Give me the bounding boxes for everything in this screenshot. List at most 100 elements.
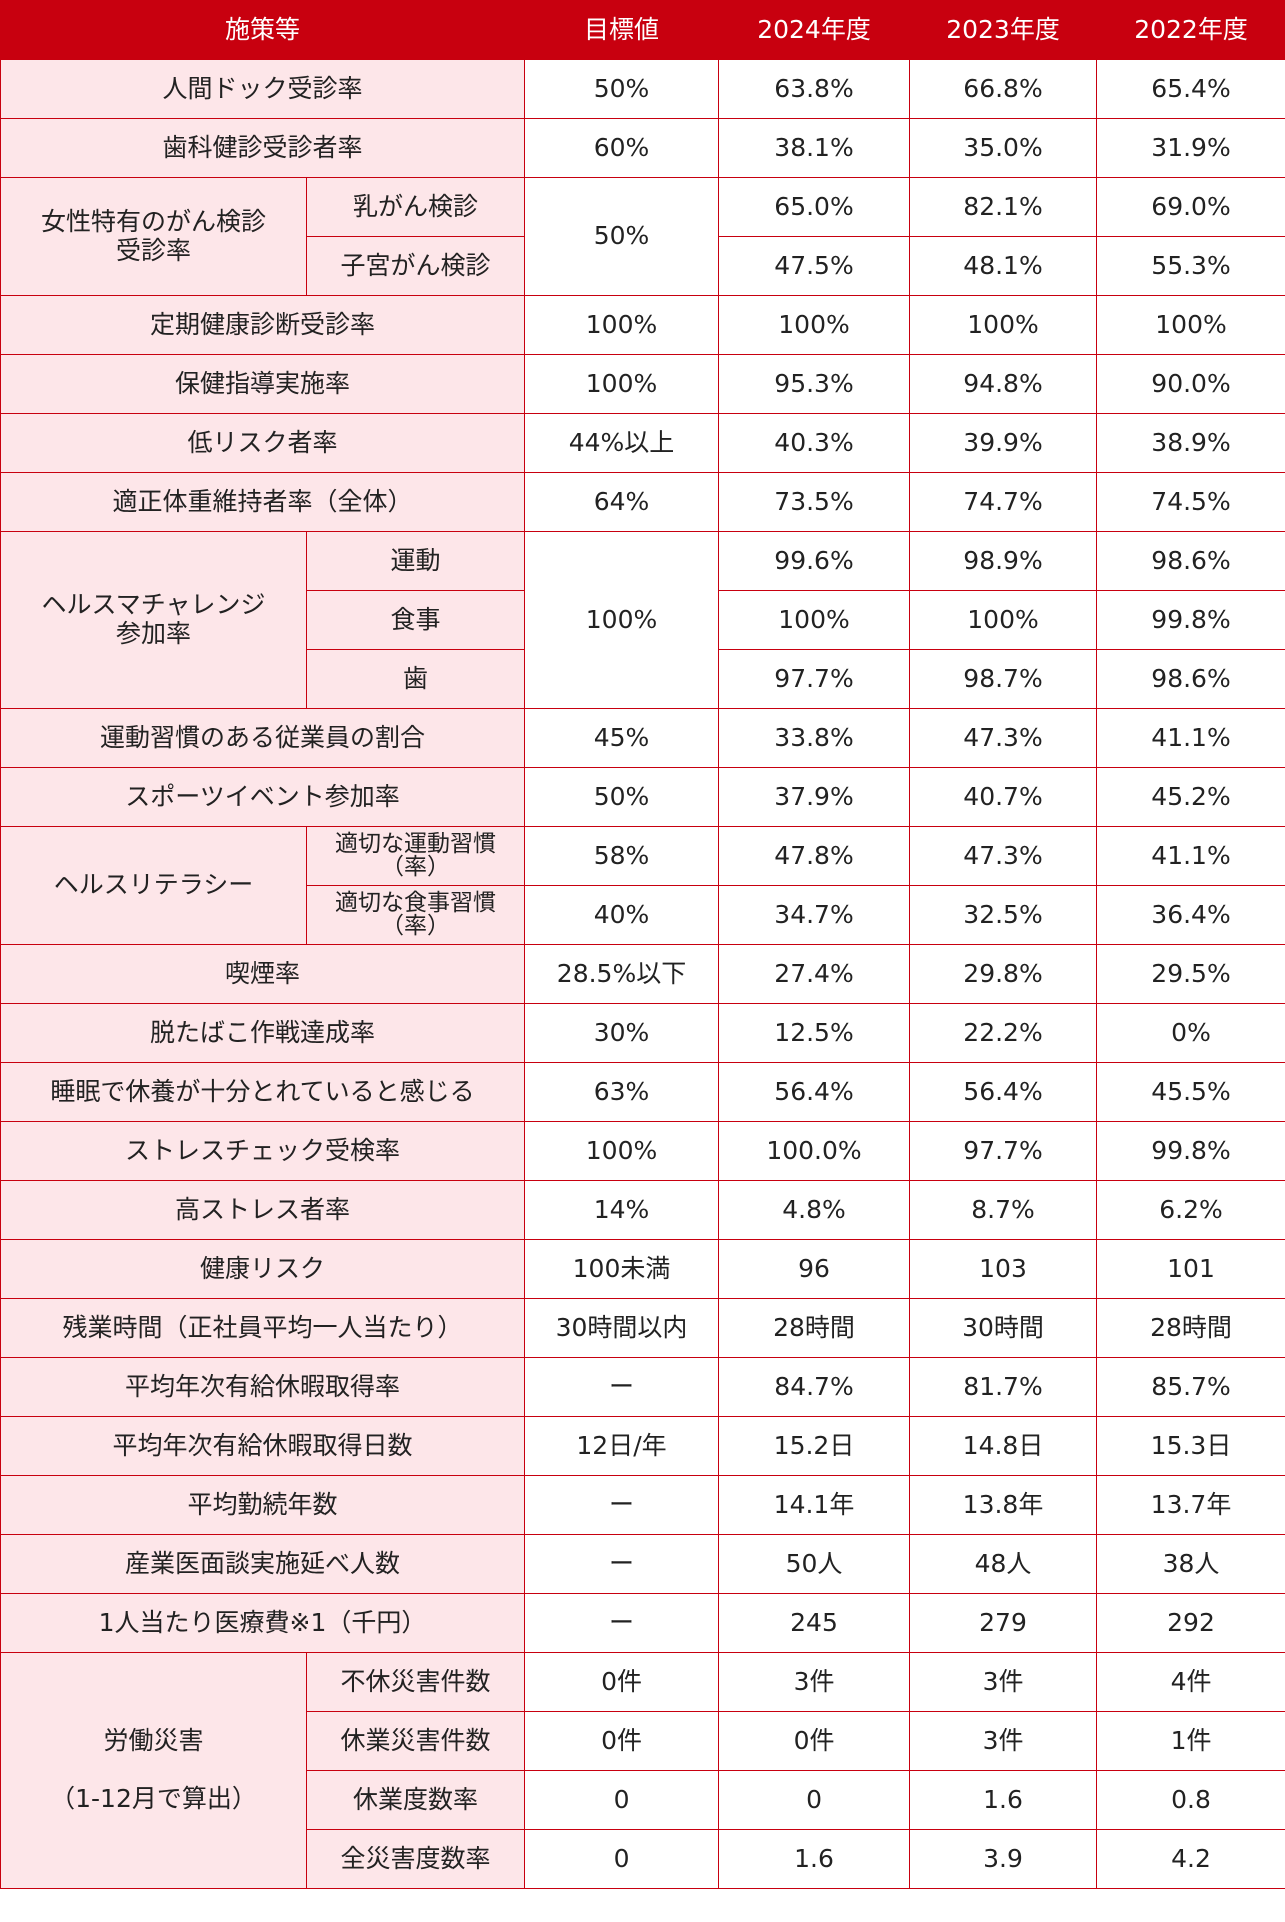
label-cell: 脱たばこ作戦達成率: [0, 1003, 526, 1063]
table-row: スポーツイベント参加率 50% 37.9% 40.7% 45.2%: [0, 767, 1285, 827]
value-cell: 32.5%: [909, 885, 1098, 945]
label-cell: 人間ドック受診率: [0, 59, 526, 119]
value-cell: 13.8年: [909, 1475, 1098, 1535]
value-cell: 3件: [909, 1711, 1098, 1771]
value-cell: 50%: [524, 59, 720, 119]
value-cell: 3件: [909, 1652, 1098, 1712]
value-cell: 66.8%: [909, 59, 1098, 119]
table-row: ヘルスリテラシー 適切な運動習慣（率） 58% 47.8% 47.3% 41.1%: [0, 826, 1285, 945]
table-row: 産業医面談実施延べ人数ー 50人 48人 38人: [0, 1534, 1285, 1594]
value-cell: 0%: [1096, 1003, 1285, 1063]
value-cell: 69.0%: [1096, 177, 1285, 237]
value-cell: 64%: [524, 472, 720, 532]
value-cell: 99.8%: [1096, 590, 1285, 650]
value-cell: 45.5%: [1096, 1062, 1285, 1122]
value-cell: 73.5%: [718, 472, 911, 532]
value-cell: 100%: [524, 295, 720, 355]
value-cell: 85.7%: [1096, 1357, 1285, 1417]
value-cell: 47.3%: [909, 708, 1098, 768]
label-cell: 運動習慣のある従業員の割合: [0, 708, 526, 768]
table-row: 平均年次有給休暇取得日数 12日/年 15.2日 14.8日 15.3日: [0, 1416, 1285, 1476]
label-cell: 睡眠で休養が十分とれていると感じる: [0, 1062, 526, 1122]
value-cell: 4.2: [1096, 1829, 1285, 1889]
value-cell: 40.3%: [718, 413, 911, 473]
value-cell: 81.7%: [909, 1357, 1098, 1417]
table-row: 運動習慣のある従業員の割合 45% 33.8% 47.3% 41.1%: [0, 708, 1285, 768]
value-cell: 58%: [524, 826, 720, 886]
value-cell: 13.7年: [1096, 1475, 1285, 1535]
label-cell: 全災害度数率: [305, 1829, 526, 1889]
table-row: ヘルスマチャレンジ 参加率 運動 100% 99.6% 98.9% 98.6%: [0, 531, 1285, 709]
value-cell: 100%: [718, 295, 911, 355]
label-cell: 健康リスク: [0, 1239, 526, 1299]
label-cell: 平均年次有給休暇取得率: [0, 1357, 526, 1417]
table-row: 平均年次有給休暇取得率ー 84.7% 81.7% 85.7%: [0, 1357, 1285, 1417]
value-cell: 95.3%: [718, 354, 911, 414]
label-cell: 子宮がん検診: [305, 236, 526, 296]
value-cell: ー: [524, 1593, 720, 1653]
value-cell: 99.6%: [718, 531, 911, 591]
table-row: 歯 97.7% 98.7% 98.6%: [1, 649, 1285, 709]
label-cell: 低リスク者率: [0, 413, 526, 473]
value-cell: 45.2%: [1096, 767, 1285, 827]
value-cell: 29.8%: [909, 944, 1098, 1004]
value-cell: 15.2日: [718, 1416, 911, 1476]
table-row: 全災害度数率 0 1.6 3.9 4.2: [1, 1829, 1285, 1889]
value-cell: 99.8%: [1096, 1121, 1285, 1181]
label-cell: 喫煙率: [0, 944, 526, 1004]
value-cell: 0: [718, 1770, 911, 1830]
label-cell: 歯: [305, 649, 526, 709]
value-cell: 28時間: [718, 1298, 911, 1358]
value-cell: 30%: [524, 1003, 720, 1063]
value-cell: 36.4%: [1096, 885, 1285, 945]
value-cell: 82.1%: [909, 177, 1098, 237]
table-row: 低リスク者率 44%以上 40.3% 39.9% 38.9%: [0, 413, 1285, 473]
table-row: 高ストレス者率 14% 4.8% 8.7% 6.2%: [0, 1180, 1285, 1240]
label-cell: 女性特有のがん検診 受診率: [0, 177, 307, 296]
value-cell: 50%: [524, 177, 720, 296]
value-cell: 40%: [524, 885, 720, 945]
value-cell: 74.7%: [909, 472, 1098, 532]
value-cell: 63.8%: [718, 59, 911, 119]
table-row: 睡眠で休養が十分とれていると感じる 63% 56.4% 56.4% 45.5%: [0, 1062, 1285, 1122]
table-row: 食事 100% 100% 99.8%: [1, 590, 1285, 650]
label-cell: 産業医面談実施延べ人数: [0, 1534, 526, 1594]
header-cell: 目標値: [524, 0, 720, 60]
value-cell: 0: [524, 1770, 720, 1830]
value-cell: 38人: [1096, 1534, 1285, 1594]
value-cell: 40.7%: [909, 767, 1098, 827]
value-cell: 38.9%: [1096, 413, 1285, 473]
value-cell: 1.6: [909, 1770, 1098, 1830]
value-cell: 8.7%: [909, 1180, 1098, 1240]
table-row: 脱たばこ作戦達成率 30% 12.5% 22.2% 0%: [0, 1003, 1285, 1063]
label-cell: ストレスチェック受検率: [0, 1121, 526, 1181]
value-cell: 14.8日: [909, 1416, 1098, 1476]
label-cell: 歯科健診受診者率: [0, 118, 526, 178]
label-cell: 労働災害 （1-12月で算出）: [0, 1652, 307, 1889]
value-cell: 74.5%: [1096, 472, 1285, 532]
value-cell: 38.1%: [718, 118, 911, 178]
value-cell: 63%: [524, 1062, 720, 1122]
value-cell: 97.7%: [718, 649, 911, 709]
value-cell: 1件: [1096, 1711, 1285, 1771]
table-row: 健康リスク 100未満 96 103 101: [0, 1239, 1285, 1299]
label-cell: 定期健康診断受診率: [0, 295, 526, 355]
value-cell: 100.0%: [718, 1121, 911, 1181]
value-cell: 101: [1096, 1239, 1285, 1299]
value-cell: 90.0%: [1096, 354, 1285, 414]
value-cell: 292: [1096, 1593, 1285, 1653]
table-row: 平均勤続年数ー 14.1年 13.8年 13.7年: [0, 1475, 1285, 1535]
value-cell: 1.6: [718, 1829, 911, 1889]
label-cell: 運動: [305, 531, 526, 591]
value-cell: 3.9: [909, 1829, 1098, 1889]
label-cell: 乳がん検診: [305, 177, 526, 237]
table-row: 定期健康診断受診率 100% 100% 100% 100%: [0, 295, 1285, 355]
header-cell: 施策等: [0, 0, 526, 60]
value-cell: 37.9%: [718, 767, 911, 827]
value-cell: 48人: [909, 1534, 1098, 1594]
label-cell: 高ストレス者率: [0, 1180, 526, 1240]
value-cell: 100%: [909, 295, 1098, 355]
value-cell: 98.6%: [1096, 649, 1285, 709]
value-cell: 47.8%: [718, 826, 911, 886]
label-cell: 食事: [305, 590, 526, 650]
